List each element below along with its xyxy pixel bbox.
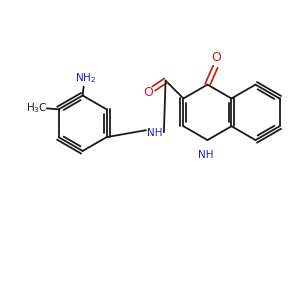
Text: NH$_2$: NH$_2$	[75, 71, 96, 85]
Text: H$_3$C: H$_3$C	[26, 101, 48, 115]
Text: O: O	[143, 86, 153, 99]
Text: NH: NH	[198, 150, 213, 160]
Text: O: O	[212, 51, 221, 64]
Text: NH: NH	[147, 128, 163, 138]
